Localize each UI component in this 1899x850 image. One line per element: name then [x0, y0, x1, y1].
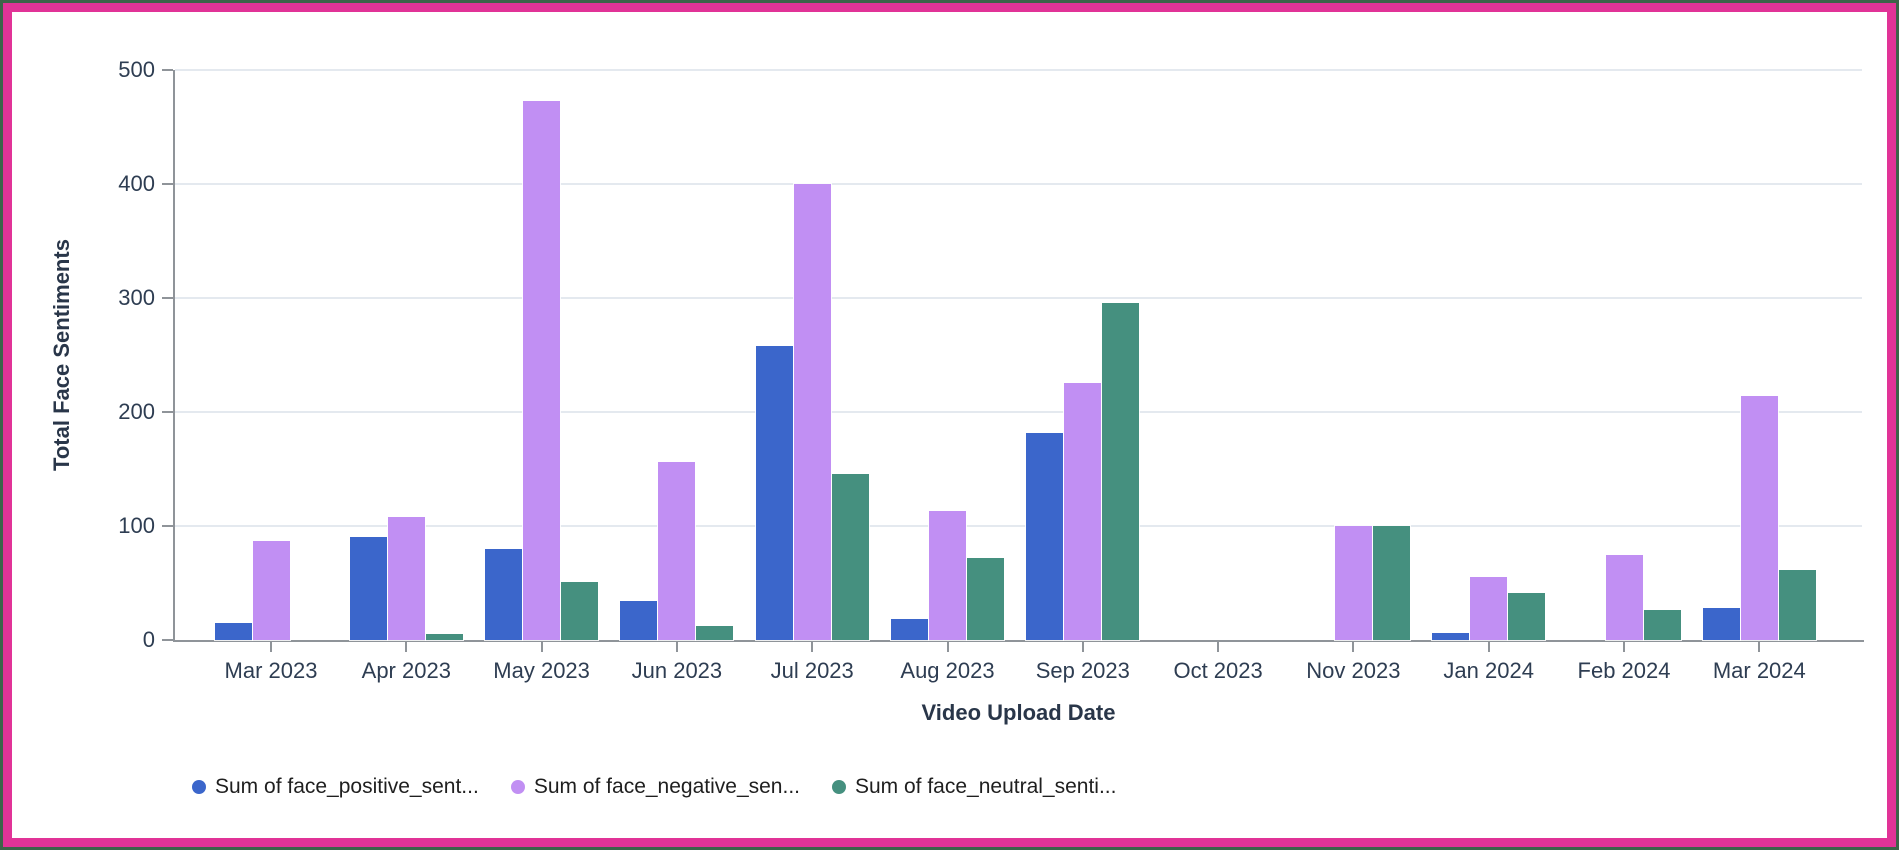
legend-dot-icon — [510, 780, 525, 794]
x-tick-mark — [1623, 642, 1625, 652]
y-axis-line — [173, 70, 175, 642]
gridline — [175, 411, 1862, 413]
bar[interactable] — [522, 100, 562, 641]
x-tick-mark — [270, 642, 272, 652]
bar[interactable] — [1642, 609, 1682, 641]
bar[interactable] — [386, 516, 426, 641]
x-tick-mark — [405, 642, 408, 652]
bar[interactable] — [1063, 382, 1103, 641]
x-tick-mark — [1352, 642, 1355, 652]
y-tick-label: 200 — [118, 399, 155, 424]
bar-group — [890, 70, 1005, 641]
x-tick-label: Mar 2023 — [224, 658, 318, 683]
y-tick-mark — [162, 411, 173, 413]
legend: Sum of face_positive_sent... Sum of face_… — [192, 772, 1116, 802]
gridline — [175, 183, 1862, 185]
bar-group — [484, 70, 600, 641]
bar[interactable] — [213, 622, 253, 641]
y-tick-mark — [162, 69, 173, 71]
x-tick-label: Jan 2024 — [1443, 658, 1534, 683]
bar-group — [1296, 70, 1411, 641]
bar-group — [754, 70, 870, 641]
x-tick-label: May 2023 — [493, 658, 590, 683]
bar[interactable] — [792, 183, 832, 641]
x-tick-label: Sep 2023 — [1035, 658, 1130, 683]
bar[interactable] — [1101, 302, 1141, 641]
x-tick-label: Jun 2023 — [631, 658, 723, 683]
bar[interactable] — [1701, 607, 1741, 641]
y-tick-label: 500 — [118, 57, 155, 82]
bar-group — [348, 70, 464, 641]
legend-item[interactable]: Sum of face_negative_sen... — [510, 775, 800, 799]
bar[interactable] — [966, 557, 1005, 641]
bar[interactable] — [890, 618, 929, 641]
bar[interactable] — [560, 581, 600, 641]
y-tick-label: 0 — [142, 627, 155, 652]
plot-area: 0 100 200 300 400 500 Mar 2023 Apr 2023 May 2023… — [118, 57, 1864, 683]
bar[interactable] — [251, 540, 291, 641]
x-tick-label: Mar 2024 — [1712, 658, 1806, 683]
legend-dot-icon — [192, 780, 206, 794]
bar[interactable] — [1777, 569, 1817, 641]
bar[interactable] — [484, 548, 524, 641]
bar[interactable] — [1431, 632, 1471, 641]
legend-dot-icon — [831, 780, 846, 794]
bar[interactable] — [348, 536, 388, 641]
x-tick-label: Apr 2023 — [361, 658, 451, 683]
bar-group — [1567, 70, 1682, 641]
x-axis-line — [173, 640, 1864, 642]
y-tick-label: 400 — [118, 171, 155, 196]
y-tick-mark — [162, 297, 173, 299]
y-tick-mark — [162, 639, 173, 641]
x-tick-mark — [1758, 642, 1761, 652]
gridline — [175, 297, 1862, 299]
y-tick-mark — [162, 525, 173, 527]
bar-group — [1431, 70, 1547, 641]
bar[interactable] — [1371, 525, 1411, 641]
x-tick-label: Jul 2023 — [770, 658, 854, 683]
x-tick-label: Nov 2023 — [1306, 658, 1401, 683]
bar[interactable] — [424, 633, 464, 641]
x-tick-label: Aug 2023 — [900, 658, 995, 683]
bar-group — [1025, 70, 1141, 641]
x-tick-mark — [675, 642, 678, 652]
legend-label: Sum of face_negative_sen... — [533, 775, 800, 798]
gridline — [175, 525, 1862, 527]
x-axis-title: Video Upload Date — [921, 700, 1116, 725]
x-tick-label: Oct 2023 — [1173, 658, 1263, 683]
bar[interactable] — [928, 510, 967, 641]
bar-group — [1701, 70, 1817, 641]
x-tick-mark — [540, 642, 543, 652]
bar[interactable] — [754, 345, 794, 641]
y-axis-title: Total Face Sentiments — [49, 239, 74, 471]
bar[interactable] — [1469, 576, 1509, 641]
x-tick-mark — [1081, 642, 1084, 652]
bar[interactable] — [657, 461, 697, 641]
y-tick-label: 300 — [118, 285, 155, 310]
bar[interactable] — [1507, 592, 1547, 641]
y-tick-label: 100 — [118, 513, 155, 538]
legend-item[interactable]: Sum of face_neutral_senti... — [831, 775, 1117, 799]
x-tick-mark — [1487, 642, 1490, 652]
bar[interactable] — [830, 473, 870, 641]
bar[interactable] — [1333, 525, 1373, 641]
bar-group — [619, 70, 735, 641]
legend-label: Sum of face_neutral_senti... — [854, 775, 1117, 798]
bar[interactable] — [695, 625, 735, 641]
bar[interactable] — [1604, 554, 1644, 641]
bar[interactable] — [619, 600, 659, 641]
bar-group — [1161, 70, 1275, 640]
bar[interactable] — [1739, 395, 1779, 641]
x-tick-mark — [1217, 642, 1220, 652]
x-tick-mark — [811, 642, 814, 652]
bar-group — [213, 70, 328, 641]
x-tick-label: Feb 2024 — [1577, 658, 1671, 683]
legend-item[interactable]: Sum of face_positive_sent... — [192, 775, 479, 799]
x-tick-mark — [946, 642, 949, 652]
y-tick-mark — [162, 183, 173, 185]
bar[interactable] — [1025, 432, 1065, 641]
gridline — [175, 69, 1862, 71]
legend-label: Sum of face_positive_sent... — [215, 775, 479, 798]
